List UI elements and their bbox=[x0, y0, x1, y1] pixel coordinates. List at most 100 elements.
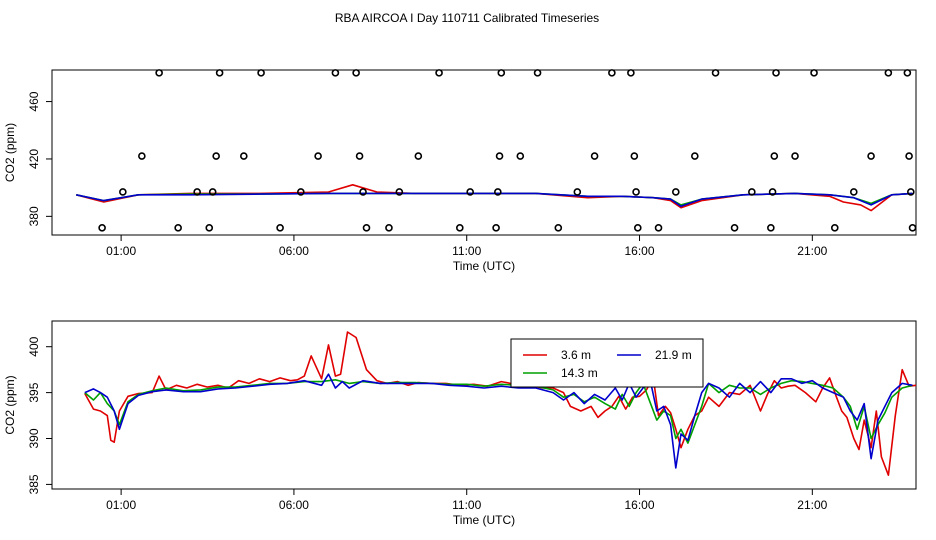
calibration-point bbox=[208, 188, 217, 196]
chart-title: RBA AIRCOA I Day 110711 Calibrated Times… bbox=[335, 11, 599, 25]
calibration-point bbox=[212, 152, 220, 160]
calibration-point bbox=[495, 152, 504, 160]
x-tick-label: 16:00 bbox=[625, 244, 655, 258]
x-tick-label: 11:00 bbox=[452, 244, 481, 258]
calibration-point bbox=[492, 224, 500, 232]
legend-label: 3.6 m bbox=[561, 348, 591, 362]
x-axis-title: Time (UTC) bbox=[453, 513, 515, 527]
calibration-point bbox=[456, 224, 464, 232]
series-line-0 bbox=[84, 331, 916, 477]
calibration-point bbox=[215, 69, 224, 77]
calibration-point bbox=[497, 69, 506, 77]
calibration-point bbox=[810, 69, 818, 77]
calibration-point bbox=[907, 188, 915, 196]
top-panel: 01:00 06:00 11:00 16:00 21:00 380 420 460 Time (… bbox=[3, 69, 917, 273]
calibration-point bbox=[630, 152, 639, 160]
series-group bbox=[84, 331, 916, 477]
calibration-point bbox=[352, 69, 360, 77]
calibration-point bbox=[711, 69, 720, 77]
legend: 3.6 m 14.3 m 21.9 m bbox=[510, 338, 704, 388]
y-tick-label: 400 bbox=[27, 336, 41, 356]
calibration-point bbox=[138, 152, 146, 160]
calibration-point bbox=[355, 152, 364, 160]
calibration-point bbox=[654, 224, 663, 232]
calibration-point bbox=[395, 188, 404, 196]
series-line-0 bbox=[75, 184, 913, 212]
y-tick-label: 460 bbox=[27, 91, 41, 111]
y-axis-title: CO2 (ppm) bbox=[3, 375, 17, 434]
calibration-point bbox=[240, 152, 248, 160]
calibration-point bbox=[573, 188, 582, 196]
calibration-point bbox=[331, 69, 340, 77]
calibration-point bbox=[791, 152, 799, 160]
calibration-point bbox=[257, 69, 265, 77]
calibration-point bbox=[297, 188, 305, 196]
calibration-point bbox=[772, 69, 780, 77]
calibration-point bbox=[748, 188, 756, 196]
y-tick-label: 385 bbox=[27, 474, 41, 494]
calibration-point bbox=[385, 224, 393, 232]
calibration-point bbox=[193, 188, 201, 196]
calibration-point bbox=[905, 152, 913, 160]
calibration-point bbox=[632, 188, 640, 196]
y-tick-label: 390 bbox=[27, 428, 41, 448]
y-tick-label: 420 bbox=[27, 149, 41, 169]
calibration-point bbox=[627, 69, 635, 77]
series-line-2 bbox=[84, 373, 913, 469]
calibration-point bbox=[554, 224, 563, 232]
calibration-point bbox=[359, 188, 367, 196]
x-tick-label: 16:00 bbox=[625, 498, 655, 512]
calibration-point bbox=[770, 152, 779, 160]
legend-label: 21.9 m bbox=[655, 348, 692, 362]
calibration-point bbox=[205, 224, 214, 232]
calibration-point bbox=[672, 188, 680, 196]
x-tick-label: 11:00 bbox=[452, 498, 481, 512]
calibration-point bbox=[867, 152, 875, 160]
calibration-point bbox=[362, 224, 371, 232]
calibration-point bbox=[908, 224, 917, 232]
y-tick-label: 395 bbox=[27, 382, 41, 402]
calibration-points bbox=[98, 69, 917, 232]
calibration-point bbox=[903, 69, 912, 77]
x-tick-label: 21:00 bbox=[797, 244, 827, 258]
calibration-point bbox=[435, 69, 443, 77]
x-tick-label: 06:00 bbox=[279, 244, 309, 258]
x-axis-title: Time (UTC) bbox=[453, 259, 515, 273]
calibration-point bbox=[691, 152, 699, 160]
x-tick-label: 01:00 bbox=[106, 244, 136, 258]
calibration-point bbox=[768, 188, 777, 196]
legend-box bbox=[510, 338, 704, 388]
calibration-point bbox=[884, 69, 893, 77]
calibration-point bbox=[119, 188, 127, 196]
x-tick-label: 21:00 bbox=[797, 498, 827, 512]
plot-frame bbox=[51, 69, 917, 236]
y-axis-title: CO2 (ppm) bbox=[3, 123, 17, 182]
calibration-point bbox=[314, 152, 322, 160]
calibration-point bbox=[516, 152, 525, 160]
calibration-point bbox=[466, 188, 474, 196]
calibration-point bbox=[98, 224, 106, 232]
plot-frame bbox=[51, 320, 917, 490]
legend-label: 14.3 m bbox=[561, 366, 598, 380]
calibration-point bbox=[633, 224, 642, 232]
y-tick-label: 380 bbox=[27, 206, 41, 226]
calibration-point bbox=[608, 69, 616, 77]
x-tick-label: 01:00 bbox=[106, 498, 136, 512]
calibration-point bbox=[276, 224, 284, 232]
series-line-1 bbox=[84, 378, 913, 444]
x-tick-label: 06:00 bbox=[279, 498, 309, 512]
calibration-point bbox=[849, 188, 858, 196]
calibration-point bbox=[533, 69, 542, 77]
calibration-point bbox=[767, 224, 775, 232]
calibration-point bbox=[414, 152, 423, 160]
calibration-point bbox=[174, 224, 182, 232]
bottom-panel: 01:00 06:00 11:00 16:00 21:00 385 390 395 400 Tim… bbox=[3, 320, 917, 527]
calibration-point bbox=[590, 152, 599, 160]
calibration-point bbox=[830, 224, 839, 232]
calibration-point bbox=[494, 188, 502, 196]
series-group bbox=[75, 184, 913, 212]
series-line-2 bbox=[76, 192, 913, 208]
calibration-point bbox=[155, 69, 163, 77]
